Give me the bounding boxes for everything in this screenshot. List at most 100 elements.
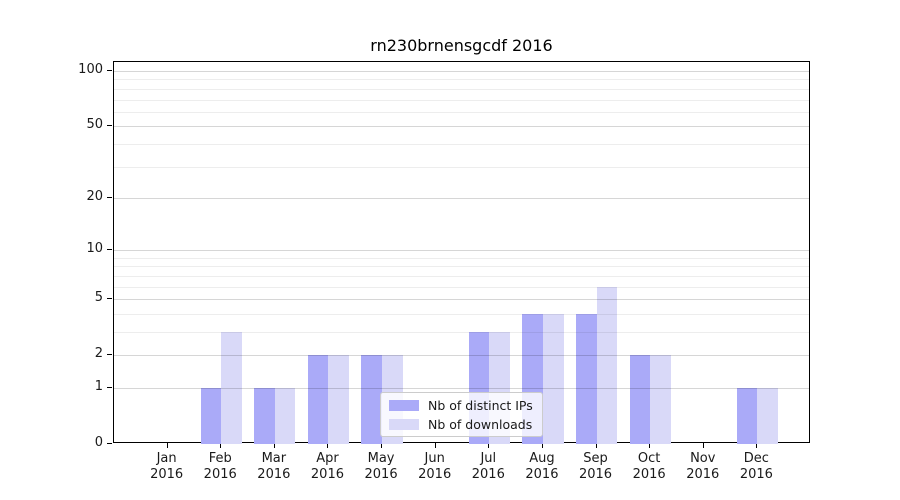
minor-gridline-y-70 — [114, 100, 809, 101]
x-tick-label-month: Feb — [208, 451, 232, 466]
x-tick-sep — [595, 443, 597, 448]
x-tick-label-nov: Nov 2016 — [671, 451, 735, 483]
y-tick-label-2: 2 — [94, 346, 103, 362]
x-tick-label-year: 2016 — [632, 467, 666, 482]
x-tick-dec — [756, 443, 758, 448]
x-tick-label-month: Sep — [583, 451, 608, 466]
x-tick-label-year: 2016 — [525, 467, 559, 482]
y-tick-label-10: 10 — [86, 241, 103, 257]
x-tick-label-month: Mar — [261, 451, 287, 466]
y-tick-5 — [107, 298, 112, 300]
minor-gridline-y-90 — [114, 79, 809, 80]
y-tick-label-1: 1 — [94, 378, 103, 394]
x-tick-label-month: Apr — [316, 451, 339, 466]
y-tick-10 — [107, 249, 112, 251]
bar-may-nb-of-distinct-ips — [361, 355, 383, 444]
x-tick-label-jan: Jan 2016 — [135, 451, 199, 483]
x-tick-apr — [327, 443, 329, 448]
x-tick-label-year: 2016 — [418, 467, 452, 482]
minor-gridline-y-7 — [114, 276, 809, 277]
x-tick-nov — [702, 443, 704, 448]
x-tick-label-month: Nov — [690, 451, 716, 466]
bar-oct-nb-of-downloads — [650, 355, 671, 444]
major-gridline-y-50 — [114, 126, 809, 127]
x-tick-label-dec: Dec 2016 — [724, 451, 788, 483]
y-tick-50 — [107, 125, 112, 127]
x-tick-aug — [541, 443, 543, 448]
bar-feb-nb-of-distinct-ips — [200, 387, 222, 444]
major-gridline-y-2 — [114, 355, 809, 356]
legend: Nb of distinct IPs Nb of downloads — [380, 392, 543, 437]
y-tick-label-50: 50 — [86, 117, 103, 133]
bar-mar-nb-of-distinct-ips — [254, 387, 275, 444]
bar-oct-nb-of-distinct-ips — [629, 355, 651, 444]
major-gridline-y-20 — [114, 198, 809, 199]
downloads-swatch-icon — [389, 418, 419, 430]
y-tick-label-100: 100 — [78, 62, 103, 78]
x-tick-jan — [166, 443, 168, 448]
minor-gridline-y-40 — [114, 144, 809, 145]
bar-dec-nb-of-downloads — [757, 387, 778, 444]
minor-gridline-y-4 — [114, 314, 809, 315]
minor-gridline-y-3 — [114, 332, 809, 333]
x-tick-label-year: 2016 — [739, 467, 773, 482]
major-gridline-y-100 — [114, 71, 809, 72]
distinct-ips-swatch-icon — [389, 399, 419, 411]
bar-sep-nb-of-downloads — [596, 286, 618, 444]
plot-area — [113, 61, 810, 444]
legend-label-distinct-ips: Nb of distinct IPs — [428, 397, 533, 413]
bar-dec-nb-of-distinct-ips — [736, 387, 758, 444]
bar-apr-nb-of-downloads — [328, 355, 350, 444]
x-tick-label-aug: Aug 2016 — [510, 451, 574, 483]
x-tick-label-month: Dec — [743, 451, 769, 466]
bar-apr-nb-of-distinct-ips — [307, 355, 329, 444]
x-tick-label-jul: Jul 2016 — [456, 451, 520, 483]
x-tick-label-apr: Apr 2016 — [295, 451, 359, 483]
x-tick-label-year: 2016 — [310, 467, 344, 482]
x-tick-label-month: Aug — [529, 451, 555, 466]
x-tick-label-sep: Sep 2016 — [564, 451, 628, 483]
major-gridline-y-5 — [114, 299, 809, 300]
x-tick-label-year: 2016 — [364, 467, 398, 482]
minor-gridline-y-8 — [114, 266, 809, 267]
y-tick-label-0: 0 — [94, 435, 103, 450]
y-tick-label-20: 20 — [86, 188, 103, 204]
legend-row-downloads: Nb of downloads — [389, 417, 534, 432]
x-tick-label-year: 2016 — [471, 467, 505, 482]
y-tick-0 — [107, 443, 112, 444]
minor-gridline-y-30 — [114, 167, 809, 168]
bar-mar-nb-of-downloads — [274, 387, 296, 444]
legend-row-distinct-ips: Nb of distinct IPs — [389, 398, 534, 413]
y-tick-label-5: 5 — [94, 290, 103, 306]
x-tick-jun — [434, 443, 436, 448]
x-tick-label-year: 2016 — [578, 467, 613, 482]
x-tick-jul — [488, 443, 490, 448]
chart-title: rn230brnensgcdf 2016 — [370, 36, 553, 55]
x-tick-label-oct: Oct 2016 — [617, 451, 681, 483]
bar-aug-nb-of-downloads — [542, 313, 564, 444]
bar-feb-nb-of-downloads — [221, 331, 242, 444]
minor-gridline-y-80 — [114, 89, 809, 90]
bar-sep-nb-of-distinct-ips — [575, 313, 597, 444]
x-tick-label-year: 2016 — [686, 467, 720, 482]
x-tick-may — [381, 443, 383, 448]
minor-gridline-y-9 — [114, 258, 809, 259]
x-tick-label-year: 2016 — [203, 467, 237, 482]
x-tick-label-mar: Mar 2016 — [242, 451, 306, 483]
x-tick-mar — [273, 443, 275, 448]
x-tick-label-month: Jan — [156, 451, 177, 466]
y-tick-20 — [107, 196, 112, 198]
x-tick-label-may: May 2016 — [349, 451, 413, 483]
x-tick-feb — [220, 443, 222, 448]
x-tick-label-year: 2016 — [257, 467, 291, 482]
x-tick-label-feb: Feb 2016 — [188, 451, 252, 483]
minor-gridline-y-6 — [114, 287, 809, 288]
y-tick-100 — [107, 70, 112, 72]
x-tick-oct — [649, 443, 651, 448]
minor-gridline-y-60 — [114, 112, 809, 113]
x-tick-label-year: 2016 — [150, 467, 184, 482]
x-tick-label-jun: Jun 2016 — [403, 451, 467, 483]
major-gridline-y-10 — [114, 250, 809, 251]
legend-label-downloads: Nb of downloads — [428, 416, 533, 432]
